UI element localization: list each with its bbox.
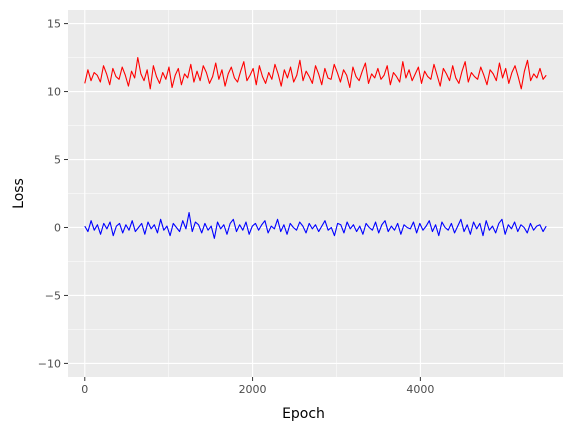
y-tick-label: 10 [47, 86, 61, 99]
x-tick-label: 4000 [406, 383, 434, 396]
y-axis: −10 −5 0 5 10 15 [38, 18, 68, 370]
x-axis: 0 2000 4000 [81, 377, 434, 396]
series-layer [84, 57, 547, 239]
y-tick-label: −10 [38, 357, 61, 370]
series-line-1 [84, 57, 547, 90]
y-tick-label: 15 [47, 18, 61, 31]
series-line-2 [84, 211, 547, 239]
x-axis-title: Epoch [282, 406, 325, 422]
y-tick-label: −5 [45, 289, 61, 302]
y-axis-title: Loss [11, 178, 27, 209]
x-tick-label: 0 [81, 383, 88, 396]
y-tick-label: 0 [54, 221, 61, 234]
y-tick-label: 5 [54, 154, 61, 167]
x-tick-label: 2000 [239, 383, 267, 396]
